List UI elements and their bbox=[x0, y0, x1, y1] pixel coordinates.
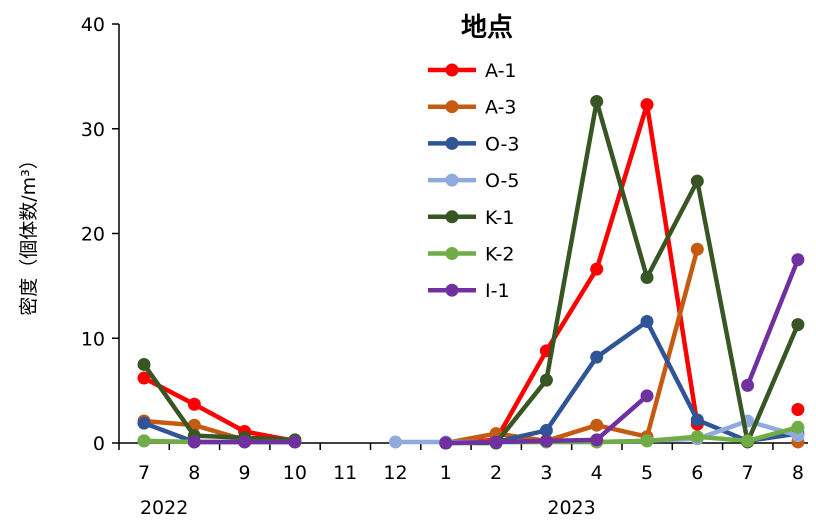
series-line bbox=[443, 246, 700, 446]
data-point bbox=[137, 416, 151, 430]
x-tick-label: 9 bbox=[239, 462, 251, 484]
data-point bbox=[137, 434, 151, 448]
data-point bbox=[741, 378, 755, 392]
x-tick-label: 5 bbox=[641, 462, 653, 484]
data-point bbox=[690, 413, 704, 427]
y-tick-label: 40 bbox=[81, 14, 105, 36]
y-axis-label: 密度（個体数/m³） bbox=[18, 150, 40, 316]
legend-item: K-1 bbox=[428, 207, 514, 229]
y-tick-label: 10 bbox=[81, 328, 105, 350]
legend-label: K-1 bbox=[485, 207, 514, 229]
data-point bbox=[741, 434, 755, 448]
data-point bbox=[389, 435, 402, 449]
data-point bbox=[590, 350, 604, 364]
year-label: 2022 bbox=[140, 497, 188, 519]
data-point bbox=[590, 262, 604, 276]
data-point bbox=[590, 95, 604, 109]
data-point bbox=[791, 420, 805, 434]
series-line bbox=[141, 362, 298, 443]
x-tick-label: 2 bbox=[490, 462, 502, 484]
data-point bbox=[489, 435, 503, 449]
data-point bbox=[187, 435, 201, 449]
y-tick-label: 0 bbox=[93, 433, 105, 455]
legend-marker bbox=[445, 173, 459, 187]
data-point bbox=[791, 253, 805, 267]
data-point bbox=[539, 423, 553, 437]
legend-marker bbox=[445, 100, 459, 114]
data-point bbox=[238, 435, 252, 449]
x-tick-label: 7 bbox=[138, 462, 150, 484]
data-point bbox=[690, 430, 704, 444]
data-point bbox=[288, 435, 302, 449]
x-tick-label: 12 bbox=[383, 462, 407, 484]
series-line bbox=[141, 375, 298, 444]
legend-label: O-3 bbox=[485, 133, 519, 155]
data-point bbox=[187, 397, 201, 411]
series-a-3 bbox=[137, 242, 805, 450]
legend: A-1 A-3 O-3 O-5 K-1 K-2 I-1 bbox=[428, 60, 519, 302]
legend-item: O-3 bbox=[428, 133, 519, 155]
x-tick-label: 7 bbox=[742, 462, 754, 484]
legend-marker bbox=[445, 210, 459, 224]
data-point bbox=[640, 389, 654, 403]
data-point bbox=[640, 314, 654, 328]
legend-label: A-3 bbox=[485, 97, 517, 119]
series-line bbox=[443, 99, 801, 446]
legend-marker bbox=[445, 283, 459, 297]
data-point bbox=[640, 98, 654, 112]
legend-item: K-2 bbox=[428, 244, 514, 266]
legend-marker bbox=[445, 247, 459, 260]
data-point bbox=[640, 434, 654, 448]
data-point bbox=[791, 318, 805, 332]
y-tick-label: 20 bbox=[81, 224, 105, 246]
x-tick-label: 11 bbox=[333, 462, 357, 484]
legend-label: I-1 bbox=[485, 280, 510, 302]
x-tick-label: 4 bbox=[591, 462, 603, 484]
x-tick-label: 8 bbox=[792, 462, 804, 484]
legend-label: K-2 bbox=[485, 244, 514, 266]
data-point bbox=[590, 418, 604, 432]
data-point bbox=[640, 270, 654, 284]
data-point bbox=[137, 357, 151, 371]
year-label: 2023 bbox=[547, 497, 595, 519]
legend-title: 地点 bbox=[461, 12, 513, 43]
data-point bbox=[539, 373, 553, 387]
data-point bbox=[137, 371, 151, 385]
data-point bbox=[690, 174, 704, 188]
y-tick-label: 30 bbox=[81, 119, 105, 141]
legend-marker bbox=[445, 136, 459, 150]
series-i-1 bbox=[187, 253, 805, 450]
data-point bbox=[539, 434, 553, 448]
legend-item: A-1 bbox=[428, 60, 517, 82]
legend-item: O-5 bbox=[428, 170, 519, 192]
data-point bbox=[590, 433, 604, 447]
data-point bbox=[439, 436, 453, 450]
series-layer bbox=[137, 95, 805, 450]
legend-label: O-5 bbox=[485, 170, 519, 192]
series-a-1 bbox=[137, 98, 805, 450]
legend-label: A-1 bbox=[485, 60, 517, 82]
x-tick-label: 8 bbox=[188, 462, 200, 484]
x-tick-label: 6 bbox=[691, 462, 703, 484]
series-k-1 bbox=[137, 95, 805, 450]
data-point bbox=[690, 242, 704, 256]
legend-marker bbox=[445, 63, 459, 77]
x-tick-label: 10 bbox=[283, 462, 307, 484]
x-tick-label: 3 bbox=[540, 462, 552, 484]
legend-item: A-3 bbox=[428, 97, 517, 119]
x-tick-label: 1 bbox=[440, 462, 452, 484]
legend-item: I-1 bbox=[428, 280, 510, 302]
series-line bbox=[745, 257, 801, 388]
data-point bbox=[791, 402, 805, 416]
